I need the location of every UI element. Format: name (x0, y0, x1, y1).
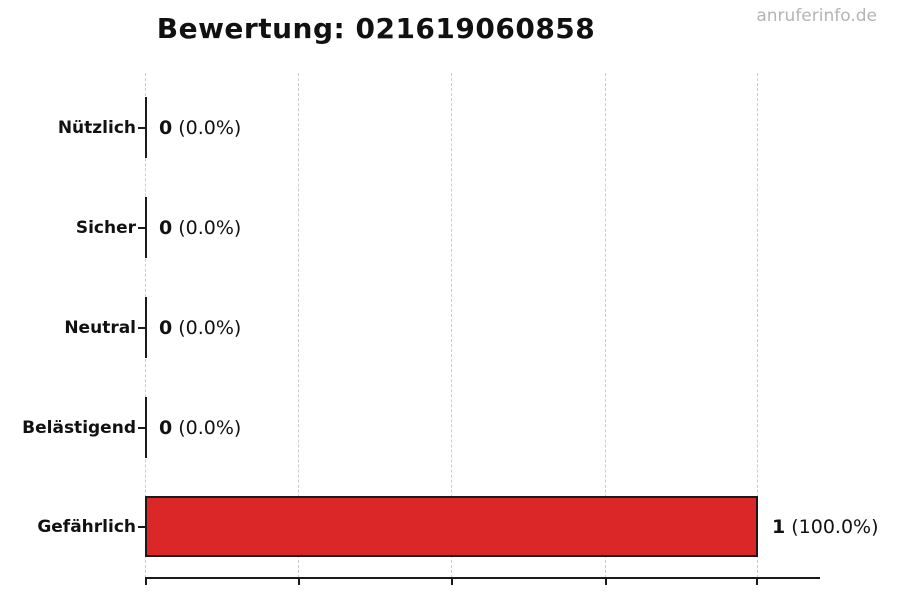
count-value: 0 (159, 116, 173, 139)
y-axis-tick (138, 525, 145, 528)
gridline-25 (298, 73, 299, 578)
y-axis-tick (138, 226, 145, 229)
count-value: 0 (159, 416, 173, 439)
bar-gefaehrlich (145, 496, 758, 557)
bar-row-neutral: Neutral 0 (0.0%) (0, 297, 900, 358)
category-label: Sicher (75, 217, 136, 238)
category-label: Neutral (64, 317, 136, 338)
percent-value: (0.0%) (178, 216, 242, 239)
bar-row-belaestigend: Belästigend 0 (0.0%) (0, 397, 900, 458)
category-label: Nützlich (57, 117, 136, 138)
percent-value: (0.0%) (178, 416, 242, 439)
x-axis-tick (605, 579, 607, 585)
count-value: 1 (772, 515, 786, 538)
x-axis-tick (756, 579, 758, 585)
bar-row-nuetzlich: Nützlich 0 (0.0%) (0, 97, 900, 158)
bar-belaestigend (145, 397, 147, 458)
bar-row-sicher: Sicher 0 (0.0%) (0, 197, 900, 258)
gridline-100 (757, 73, 758, 578)
value-label: 1 (100.0%) (772, 516, 879, 538)
bar-nuetzlich (145, 97, 147, 158)
gridline-50 (451, 73, 452, 578)
y-axis-tick (138, 326, 145, 329)
percent-value: (100.0%) (791, 515, 879, 538)
bar-sicher (145, 197, 147, 258)
count-value: 0 (159, 216, 173, 239)
bar-neutral (145, 297, 147, 358)
value-label: 0 (0.0%) (159, 417, 241, 439)
category-label: Belästigend (22, 417, 136, 438)
chart-title: Bewertung: 021619060858 (156, 12, 596, 45)
x-axis-tick (298, 579, 300, 585)
y-axis-tick (138, 126, 145, 129)
category-label: Gefährlich (37, 516, 136, 537)
value-label: 0 (0.0%) (159, 217, 241, 239)
gridline-75 (605, 73, 606, 578)
x-axis-tick (451, 579, 453, 585)
watermark-text: anruferinfo.de (756, 6, 877, 26)
y-axis-tick (138, 426, 145, 429)
percent-value: (0.0%) (178, 316, 242, 339)
value-label: 0 (0.0%) (159, 117, 241, 139)
count-value: 0 (159, 316, 173, 339)
bar-row-gefaehrlich: Gefährlich 1 (100.0%) (0, 496, 900, 557)
percent-value: (0.0%) (178, 116, 242, 139)
x-axis-line (145, 577, 820, 579)
value-label: 0 (0.0%) (159, 317, 241, 339)
x-axis-tick (145, 579, 147, 585)
